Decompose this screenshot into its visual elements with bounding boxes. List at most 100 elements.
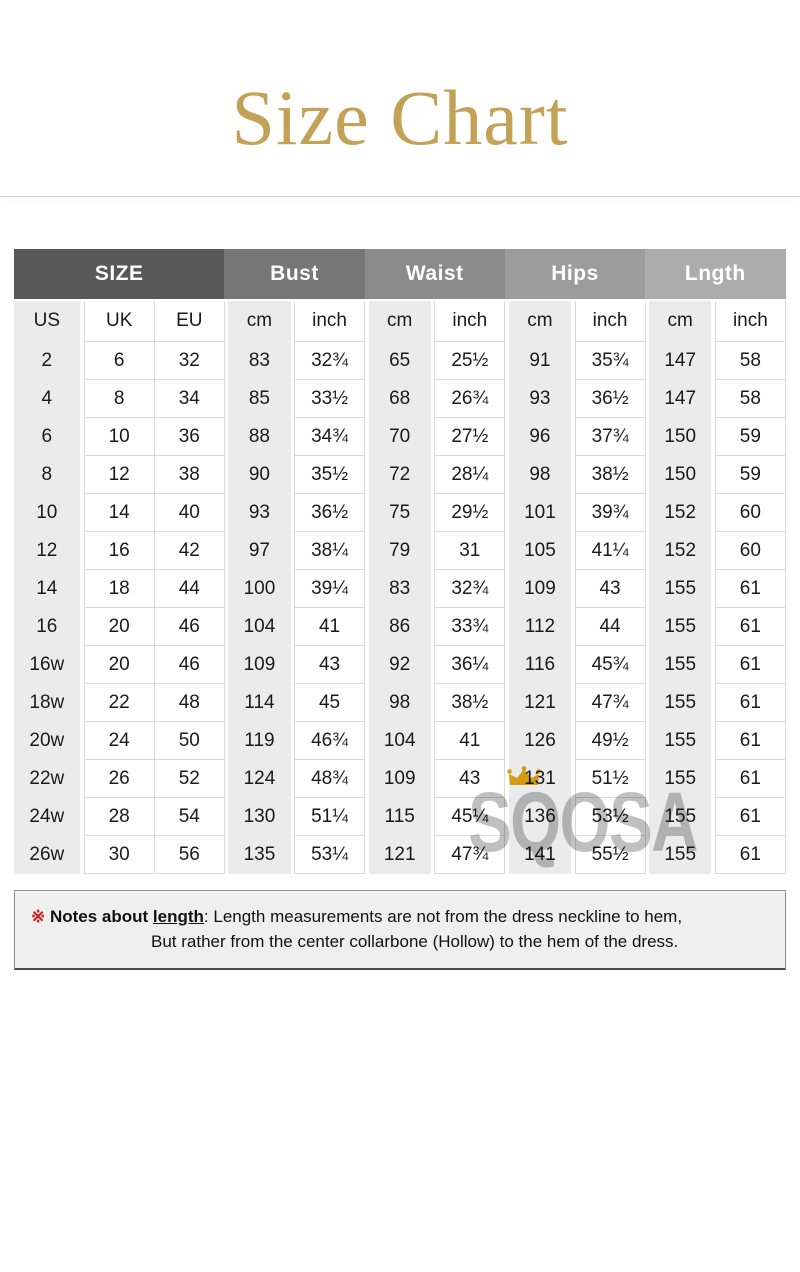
table-row-26w: 26w 30 56 135 53¼ 121 47¾ 141 55½ 155 61: [14, 835, 787, 874]
cell-2-5: 70: [365, 417, 435, 456]
subheader-cell-3-cm: cm: [224, 300, 294, 342]
cell-1-0: 4: [14, 379, 84, 418]
table-row-22w: 22w 26 52 124 48¾ 109 43 131 51½ 155 61: [14, 759, 787, 798]
cell-9-5: 98: [365, 683, 435, 722]
cell-1-5: 68: [365, 379, 435, 418]
cell-13-0: 26w: [14, 835, 84, 874]
cell-10-7: 126: [505, 721, 575, 760]
cell-11-8: 51½: [574, 759, 646, 798]
cell-12-5: 115: [365, 797, 435, 836]
table-row-16w: 16w 20 46 109 43 92 36¼ 116 45¾ 155 61: [14, 645, 787, 684]
reference-mark: ※: [31, 907, 46, 926]
cell-1-9: 147: [645, 379, 715, 418]
cell-0-5: 65: [365, 341, 435, 380]
cell-4-9: 152: [645, 493, 715, 532]
cell-8-10: 61: [714, 645, 787, 684]
table-row-14: 14 18 44 100 39¼ 83 32¾ 109 43 155 61: [14, 569, 787, 608]
cell-5-8: 41¼: [574, 531, 646, 570]
table-row-6: 6 10 36 88 34¾ 70 27½ 96 37¾ 150 59: [14, 417, 787, 456]
cell-1-6: 26¾: [434, 379, 506, 418]
cell-7-0: 16: [14, 607, 84, 646]
cell-3-0: 8: [14, 455, 84, 494]
cell-1-3: 85: [224, 379, 294, 418]
title-divider: [0, 196, 800, 197]
cell-8-9: 155: [645, 645, 715, 684]
cell-8-5: 92: [365, 645, 435, 684]
cell-3-10: 59: [714, 455, 787, 494]
cell-5-6: 31: [434, 531, 506, 570]
cell-5-5: 79: [365, 531, 435, 570]
cell-4-8: 39¾: [574, 493, 646, 532]
cell-9-3: 114: [224, 683, 294, 722]
cell-2-7: 96: [505, 417, 575, 456]
cell-12-2: 54: [153, 797, 225, 836]
cell-3-8: 38½: [574, 455, 646, 494]
cell-8-0: 16w: [14, 645, 84, 684]
cell-5-10: 60: [714, 531, 787, 570]
cell-13-7: 141: [505, 835, 575, 874]
cell-11-4: 48¾: [293, 759, 366, 798]
notes-bold-label: Notes about: [45, 907, 153, 926]
cell-11-9: 155: [645, 759, 715, 798]
cell-12-10: 61: [714, 797, 787, 836]
notes-box: ※ Notes about length: Length measurement…: [14, 890, 786, 970]
cell-8-3: 109: [224, 645, 294, 684]
cell-2-0: 6: [14, 417, 84, 456]
cell-6-4: 39¼: [293, 569, 366, 608]
subheader-cell-8-inch: inch: [574, 299, 646, 342]
table-row-4: 4 8 34 85 33½ 68 26¾ 93 36½ 147 58: [14, 379, 787, 418]
table-row-12: 12 16 42 97 38¼ 79 31 105 41¼ 152 60: [14, 531, 787, 570]
cell-3-4: 35½: [293, 455, 366, 494]
cell-10-5: 104: [365, 721, 435, 760]
cell-7-8: 44: [574, 607, 646, 646]
cell-9-0: 18w: [14, 683, 84, 722]
cell-10-2: 50: [153, 721, 225, 760]
cell-13-2: 56: [153, 835, 225, 874]
cell-13-9: 155: [645, 835, 715, 874]
cell-4-0: 10: [14, 493, 84, 532]
cell-2-9: 150: [645, 417, 715, 456]
size-chart-table: SIZE Bust Waist Hips Lngth US UK EU cm inch cm inch…: [14, 249, 787, 874]
cell-0-8: 35¾: [574, 341, 646, 380]
group-header-hips: Hips: [504, 249, 646, 301]
cell-1-2: 34: [153, 379, 225, 418]
cell-3-1: 12: [83, 455, 155, 494]
cell-12-4: 51¼: [293, 797, 366, 836]
cell-5-2: 42: [153, 531, 225, 570]
table-row-24w: 24w 28 54 130 51¼ 115 45¼ 136 53½ 155 61: [14, 797, 787, 836]
cell-4-2: 40: [153, 493, 225, 532]
subheader-cell-9-cm: cm: [645, 300, 715, 342]
cell-10-3: 119: [224, 721, 294, 760]
cell-6-9: 155: [645, 569, 715, 608]
cell-7-3: 104: [224, 607, 294, 646]
subheader-cell-5-cm: cm: [365, 300, 435, 342]
cell-8-8: 45¾: [574, 645, 646, 684]
cell-9-8: 47¾: [574, 683, 646, 722]
cell-12-9: 155: [645, 797, 715, 836]
cell-4-5: 75: [365, 493, 435, 532]
cell-11-0: 22w: [14, 759, 84, 798]
cell-4-6: 29½: [434, 493, 506, 532]
subheader-row: US UK EU cm inch cm inch cm inch cm inch: [14, 299, 787, 342]
subheader-cell-4-inch: inch: [293, 299, 366, 342]
cell-9-6: 38½: [434, 683, 506, 722]
notes-line-1: ※ Notes about length: Length measurement…: [31, 904, 769, 929]
cell-3-5: 72: [365, 455, 435, 494]
cell-4-3: 93: [224, 493, 294, 532]
cell-5-1: 16: [83, 531, 155, 570]
cell-13-4: 53¼: [293, 835, 366, 874]
notes-underlined-word: length: [152, 907, 204, 926]
cell-7-7: 112: [505, 607, 575, 646]
cell-8-1: 20: [83, 645, 155, 684]
cell-12-7: 136: [505, 797, 575, 836]
group-header-bust: Bust: [224, 249, 365, 301]
cell-2-1: 10: [83, 417, 155, 456]
cell-10-10: 61: [714, 721, 787, 760]
cell-1-1: 8: [83, 379, 155, 418]
cell-10-4: 46¾: [293, 721, 366, 760]
table-head: SIZE Bust Waist Hips Lngth US UK EU cm inch cm inch…: [14, 249, 787, 342]
cell-8-4: 43: [293, 645, 366, 684]
notes-line-1-rest: : Length measurements are not from the d…: [203, 907, 683, 926]
cell-2-8: 37¾: [574, 417, 646, 456]
subheader-cell-2-eu: EU: [153, 299, 225, 342]
